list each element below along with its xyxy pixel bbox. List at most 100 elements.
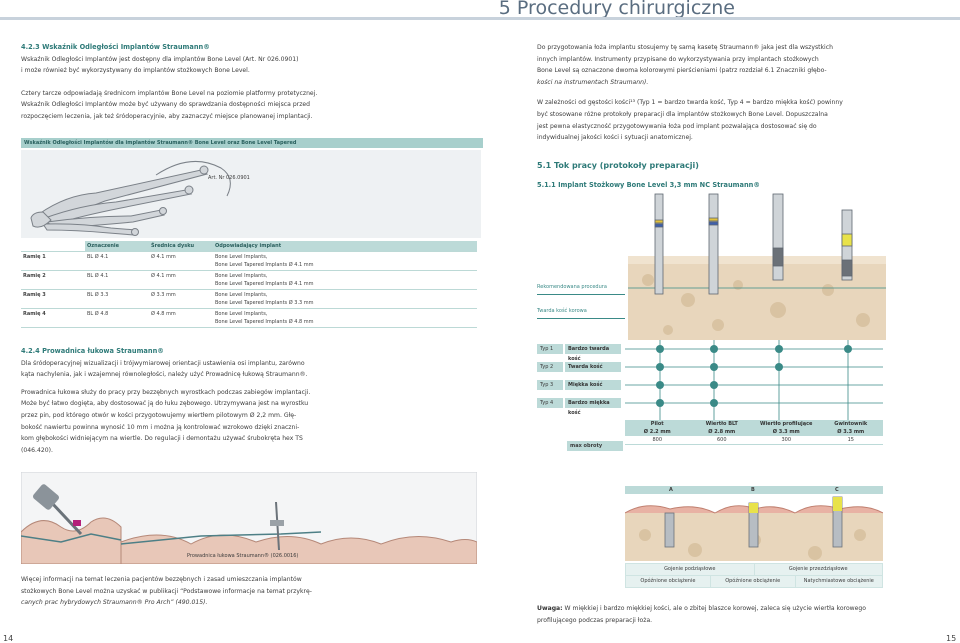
cell-mark: BL Ø 4.1 (85, 251, 149, 271)
section-heading-5-1: 5.1 Tok pracy (protokoły preparacji) (537, 161, 699, 170)
letter-b: B (751, 487, 755, 493)
implant-line: Bone Level Tapered Implants Ø 4.8 mm (215, 319, 314, 325)
loading-row: Opóźnione obciążenie Opóźnione obciążeni… (625, 575, 884, 588)
type-desc: Twarda kość (565, 362, 621, 372)
paragraph-line: kąta nachylenia, jak i wzajemnej równole… (21, 371, 308, 379)
paragraph-line: W zależności od gęstości kości¹³ (Typ 1 … (537, 99, 843, 107)
type-id: Typ 1 (537, 344, 563, 354)
implant-line: Bone Level Implants, (215, 292, 268, 298)
left-intro: 4.2.3 Wskaźnik Odległości Implantów Stra… (21, 42, 491, 123)
healing-table: Gojenie podziąsłowe Gojenie przezdziąsło… (625, 563, 883, 576)
paragraph-line: stożkowych Bone Level można uzyskać w pu… (21, 587, 312, 595)
cell-implant: Bone Level Implants, Bone Level Tapered I… (213, 308, 477, 328)
drill-rpm: 300 (781, 437, 792, 443)
loading-b: Opóźnione obciążenie (709, 575, 796, 588)
bone-type-2: Typ 2 Twarda kość (537, 362, 623, 372)
paragraph-line: przez pin, pod którego otwór w kości prz… (21, 411, 297, 419)
paragraph-line: Wskaźnik Odległości Implantów może być u… (21, 101, 311, 109)
instruments-illustration (628, 193, 886, 340)
paragraph-line: indywidualnej jakości kości i sytuacji a… (537, 134, 693, 142)
guide-illustration (21, 472, 477, 564)
left-footer-text: Więcej informacji na temat leczenia pacj… (21, 574, 491, 609)
distance-indicator-illustration (21, 150, 481, 238)
legend-cortical-line (537, 318, 625, 319)
loading-a: Opóźnione obciążenie (625, 575, 711, 588)
implant-line: Bone Level Tapered Implants Ø 4.1 mm (215, 281, 314, 287)
loading-c: Natychmiastowe obciążenie (794, 575, 884, 588)
guide-paragraph: Prowadnica łukowa służy do pracy przy be… (21, 387, 491, 457)
paragraph-line: kom głębokości widniejącym na wiertle. D… (21, 435, 303, 443)
cell-disk: Ø 3.3 mm (149, 289, 213, 309)
healing-submerged: Gojenie podziąsłowe (625, 563, 755, 576)
drill-name-row: Pilot Wiertło BLT Wiertło profilujące Gw… (625, 420, 883, 428)
table-header-row: Oznaczenie Średnica dysku Odpowiadający … (21, 241, 477, 252)
cell-disk: Ø 4.1 mm (149, 270, 213, 290)
drill-table: Pilot Wiertło BLT Wiertło profilujące Gw… (625, 420, 883, 445)
note-line: Uwaga: W miękkiej i bardzo miękkiej kośc… (537, 603, 951, 615)
left-guide-text: 4.2.4 Prowadnica łukowa Straumann® Dla ś… (21, 346, 491, 456)
loading-table: Opóźnione obciążenie Opóźnione obciążeni… (625, 575, 884, 588)
paragraph-line: Cztery tarcze odpowiadają średnicom impl… (21, 89, 318, 97)
drill-name: Wiertło BLT (705, 421, 738, 427)
paragraph-line: kości na instrumentach Straumann). (537, 78, 649, 86)
paragraph-line: innych implantów. Instrumenty przypisane… (537, 55, 819, 63)
drill-name: Gwintownik (834, 421, 868, 427)
drill-diameter: Ø 2.8 mm (708, 429, 736, 435)
note-line: profilującego podczas preparacji łoża. (537, 616, 653, 624)
paragraph-line: Wskaźnik Odległości Implantów jest dostę… (21, 55, 299, 63)
paragraph-line: Więcej informacji na temat leczenia pacj… (21, 576, 302, 583)
cell-disk: Ø 4.8 mm (149, 308, 213, 328)
drill-diameter-row: Ø 2.2 mm Ø 2.8 mm Ø 3.3 mm Ø 3.3 mm (625, 428, 883, 436)
paragraph-line: jest pewna elastyczność przygotowywania … (537, 122, 817, 130)
article-number: Art. Nr 026.0901 (208, 175, 250, 181)
note: Uwaga: W miękkiej i bardzo miękkiej kośc… (537, 603, 951, 626)
paragraph-line: (046.420). (21, 446, 53, 454)
page-number-left: 14 (3, 634, 14, 643)
implant-line: Bone Level Tapered Implants Ø 3.3 mm (215, 300, 314, 306)
implant-line: Bone Level Implants, (215, 273, 268, 279)
drill-diameter: Ø 3.3 mm (772, 429, 800, 435)
drill-rpm-row: 800 600 300 15 (625, 436, 883, 445)
cell-disk: Ø 4.1 mm (149, 251, 213, 271)
letters-band: A B C (625, 486, 883, 494)
page-number-right: 15 (946, 634, 957, 643)
bone-type-1: Typ 1 Bardzo twarda kość (537, 344, 623, 362)
placement-illustration (625, 496, 883, 561)
paragraph-line: Prowadnica łukowa służy do pracy przy be… (21, 388, 311, 396)
cell-mark: BL Ø 4.1 (85, 270, 149, 290)
healing-row: Gojenie podziąsłowe Gojenie przezdziąsło… (625, 563, 883, 576)
paragraph-line: Do przygotowania łoża implantu stosujemy… (537, 44, 833, 51)
row-label: Ramię 3 (21, 289, 85, 309)
type-desc: Bardzo twarda kość (565, 344, 621, 362)
implant-line: Bone Level Implants, (215, 254, 268, 260)
letter-a: A (669, 487, 673, 493)
table-row: Ramię 2 BL Ø 4.1 Ø 4.1 mm Bone Level Imp… (21, 270, 477, 290)
table-row: Ramię 4 BL Ø 4.8 Ø 4.8 mm Bone Level Imp… (21, 308, 477, 328)
drill-rpm: 15 (847, 437, 854, 443)
table-row: Ramię 1 BL Ø 4.1 Ø 4.1 mm Bone Level Imp… (21, 251, 477, 271)
drill-diameter: Ø 2.2 mm (643, 429, 671, 435)
cell-implant: Bone Level Implants, Bone Level Tapered I… (213, 251, 477, 271)
header-rule (0, 17, 960, 20)
right-intro: Do przygotowania łoża implantu stosujemy… (537, 42, 951, 144)
paragraph-line: canych prac hybrydowych Straumann® Pro A… (21, 599, 208, 607)
row-label: Ramię 1 (21, 251, 85, 271)
bone-type-4: Typ 4 Bardzo miękka kość (537, 398, 623, 416)
cell-implant: Bone Level Implants, Bone Level Tapered I… (213, 289, 477, 309)
col-header-implant: Odpowiadający implant (213, 241, 477, 252)
section-heading-4-2-3: 4.2.3 Wskaźnik Odległości Implantów Stra… (21, 43, 210, 51)
drill-rpm: 800 (652, 437, 663, 443)
drill-rpm: 600 (716, 437, 727, 443)
type-id: Typ 2 (537, 362, 563, 372)
col-header-disk: Średnica dysku (149, 241, 213, 252)
legend-recommended-line (537, 294, 625, 295)
chapter-title: 5 Procedury chirurgiczne (498, 0, 735, 19)
healing-transmucosal: Gojenie przezdziąsłowe (753, 563, 883, 576)
paragraph-line: być stosowane różne protokoły preparacji… (537, 110, 828, 118)
cell-implant: Bone Level Implants, Bone Level Tapered I… (213, 270, 477, 290)
col-header-mark: Oznaczenie (85, 241, 149, 252)
guide-caption: Prowadnica łukowa Straumann® (026.0016) (187, 553, 299, 559)
section-heading-5-1-1: 5.1.1 Implant Stożkowy Bone Level 3,3 mm… (537, 181, 760, 189)
indicator-spec-table: Oznaczenie Średnica dysku Odpowiadający … (21, 241, 477, 328)
paragraph-line: Dla śródoperacyjnej wizualizacji i trójw… (21, 359, 305, 367)
